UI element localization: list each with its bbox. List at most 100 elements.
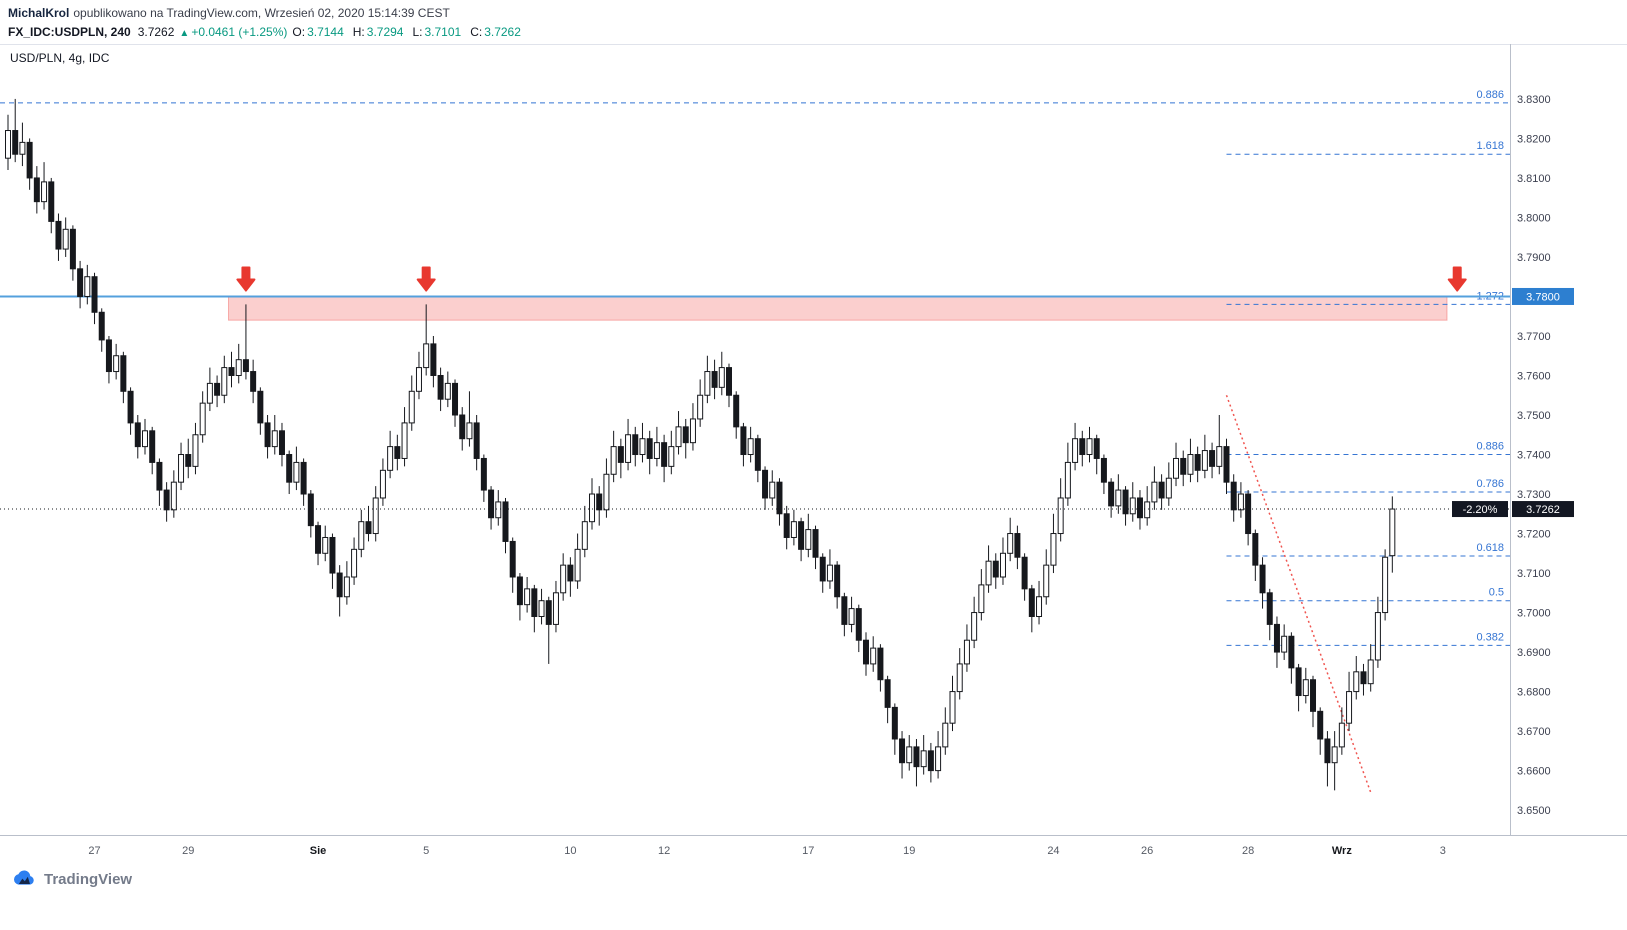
candle-body [1072, 438, 1079, 463]
down-arrow-marker[interactable] [236, 266, 256, 292]
open-value: 3.7144 [307, 25, 344, 39]
time-tick-label: 12 [658, 845, 670, 857]
tradingview-logo-icon[interactable] [10, 870, 36, 889]
candle-body [185, 454, 192, 467]
price-tick-label: 3.6500 [1517, 805, 1551, 817]
header-line-quote: FX_IDC:USDPLN, 240 3.7262 ▲ +0.0461 (+1.25%… [8, 23, 1627, 43]
candle-body [1223, 446, 1230, 483]
candle-body [798, 521, 805, 550]
time-tick-label: 19 [903, 845, 915, 857]
down-arrow-marker[interactable] [1447, 266, 1467, 292]
time-tick-label: 10 [564, 845, 576, 857]
candle-body [228, 367, 235, 376]
candle-body [992, 560, 999, 578]
candle-body [1144, 501, 1151, 519]
change-up-arrow-icon: ▲ [179, 28, 190, 39]
price-tick-label: 3.6700 [1517, 726, 1551, 738]
candle-body [855, 608, 862, 641]
price-tick-label: 3.7200 [1517, 529, 1551, 541]
candle-body [1230, 481, 1237, 511]
price-tick-label: 3.8200 [1517, 133, 1551, 145]
candle-body [351, 548, 358, 578]
candle-body [1086, 438, 1093, 456]
down-arrow-marker[interactable] [416, 266, 436, 292]
footer-brand[interactable]: TradingView [44, 871, 133, 888]
candle-body [877, 647, 884, 681]
candle-body [365, 521, 372, 535]
candle-body [19, 141, 26, 155]
candle-body [1209, 450, 1216, 467]
candle-body [437, 374, 444, 400]
chart-area[interactable]: 0.886 1.618 1.272 0.886 0.786 0.618 0.5 0.382 3.… [0, 44, 1627, 860]
chart-canvas[interactable]: 0.8861.6181.2720.8860.7860.6180.50.3823.… [0, 44, 1627, 860]
candle-body [401, 422, 408, 459]
candle-body [408, 390, 415, 424]
candle-body [286, 454, 293, 483]
candle-body [675, 426, 682, 448]
candle-body [1216, 446, 1223, 467]
trendline[interactable] [1225, 394, 1372, 793]
candle-body [1317, 710, 1324, 740]
candle-body [625, 434, 632, 463]
candle-body [1122, 489, 1129, 515]
change-percent-tag [1452, 501, 1508, 518]
resistance-price-tag-label: 3.7800 [1526, 291, 1560, 303]
candle-body [819, 556, 826, 582]
candle-body [971, 612, 978, 641]
price-tick-label: 3.7900 [1517, 252, 1551, 264]
price-tick-label: 3.8100 [1517, 173, 1551, 185]
candle-body [1129, 497, 1136, 515]
candle-body [826, 564, 833, 582]
candle-body [516, 576, 523, 606]
author-name[interactable]: MichalKrol [8, 6, 70, 20]
price-axis[interactable]: 3.83003.82003.81003.80003.79003.78003.77… [1517, 94, 1551, 817]
candle-body [120, 355, 127, 392]
time-tick-label: 3 [1440, 845, 1446, 857]
candle-body [754, 438, 761, 471]
last-price: 3.7262 [137, 25, 175, 39]
candle-body [726, 367, 732, 396]
candle-body [502, 501, 509, 542]
candle-body [942, 722, 949, 748]
candle-body [77, 268, 84, 297]
candle-body [488, 489, 495, 519]
resistance-price-tag [1512, 287, 1574, 305]
candle-body [127, 390, 134, 424]
candle-body [834, 564, 841, 598]
candle-body [1266, 592, 1273, 625]
candle-body [632, 434, 639, 456]
candle-body [387, 446, 394, 471]
candle-body [762, 469, 769, 499]
price-tick-label: 3.7000 [1517, 608, 1551, 620]
candle-body [423, 343, 430, 369]
candle-body [985, 560, 992, 586]
fib-label: 0.786 [1476, 478, 1504, 490]
price-tick-label: 3.7100 [1517, 568, 1551, 580]
price-tick-label: 3.7600 [1517, 370, 1551, 382]
fib-label: 0.382 [1476, 631, 1504, 643]
candle-body [336, 572, 343, 598]
price-tick-label: 3.6800 [1517, 687, 1551, 699]
price-tick-label: 3.7700 [1517, 331, 1551, 343]
candle-body [870, 647, 877, 665]
candle-body [1346, 691, 1353, 724]
candle-body [62, 228, 69, 250]
fib-label: 0.5 [1489, 587, 1504, 599]
candle-body [1028, 588, 1035, 618]
candle-body [1245, 493, 1252, 535]
candle-body [646, 438, 653, 459]
time-axis[interactable]: 27 29 Sie 5 10 12 17 19 24 26 28 Wrz 3 [88, 845, 1445, 857]
candle-body [1108, 481, 1115, 507]
candle-body [91, 276, 98, 313]
time-tick-label: 28 [1242, 845, 1254, 857]
candle-body [689, 418, 696, 444]
resistance-zone[interactable] [228, 295, 1448, 321]
candle-body [617, 446, 624, 463]
candle-body [293, 461, 300, 483]
candle-body [113, 355, 120, 373]
header-line-published: MichalKrol opublikowano na TradingView.co… [8, 5, 1627, 21]
candle-body [812, 529, 819, 558]
candle-body [271, 430, 278, 448]
candle-body [430, 343, 437, 376]
